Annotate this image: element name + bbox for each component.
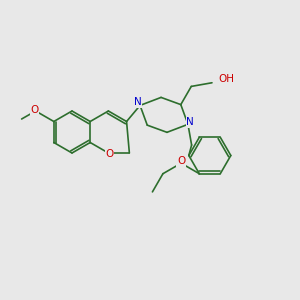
Text: OH: OH <box>218 74 234 84</box>
Text: N: N <box>186 117 194 127</box>
Text: N: N <box>134 98 142 107</box>
Text: O: O <box>31 105 39 115</box>
Text: O: O <box>177 156 185 166</box>
Text: O: O <box>105 149 113 159</box>
